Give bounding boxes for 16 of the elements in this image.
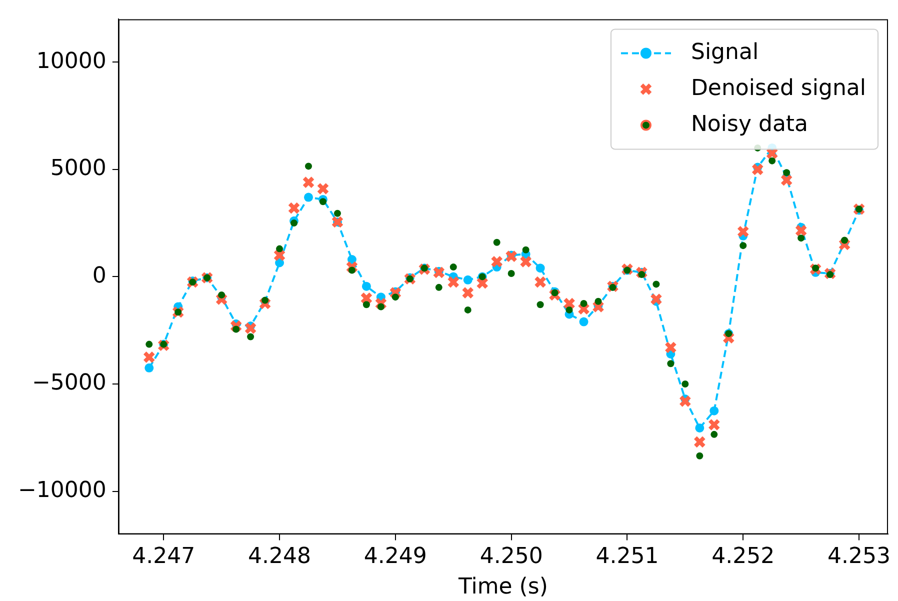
y-tick-label: −5000 <box>32 370 106 396</box>
x-axis-title: Time (s) <box>457 574 548 600</box>
legend-label: Denoised signal <box>690 76 866 101</box>
x-tick-label: 4.251 <box>596 544 659 570</box>
y-tick-label: 10000 <box>36 48 106 74</box>
y-tick-label: 0 <box>92 263 106 288</box>
y-tick-label: 5000 <box>50 156 106 182</box>
legend-label: Signal <box>690 40 759 65</box>
y-tick-label: −10000 <box>18 478 106 503</box>
x-tick-label: 4.252 <box>712 544 775 570</box>
x-tick-label: 4.250 <box>480 544 543 570</box>
x-tick-label: 4.248 <box>248 544 312 570</box>
x-tick-label: 4.249 <box>364 544 427 570</box>
x-tick-label: 4.247 <box>132 544 196 570</box>
legend-label: Noisy data <box>690 112 808 137</box>
x-tick-label: 4.253 <box>828 544 891 570</box>
